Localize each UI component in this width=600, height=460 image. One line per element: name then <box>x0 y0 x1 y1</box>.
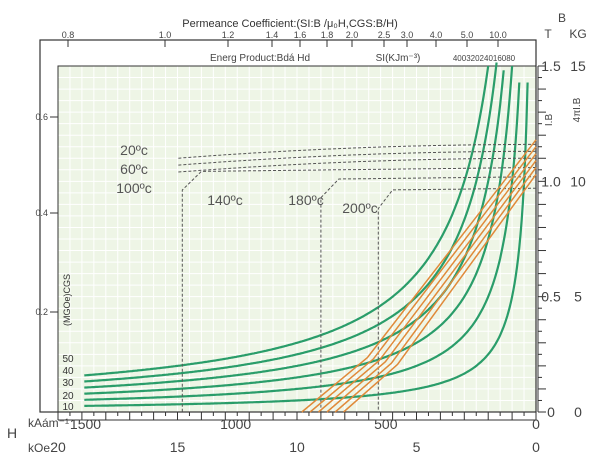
energy-product-curve <box>84 82 521 401</box>
permeance-tick-label: 5.0 <box>461 30 474 40</box>
energy-product-label: 50 <box>62 354 74 365</box>
demagnetization-curve <box>301 139 537 413</box>
left-tick-label: 0.4 <box>35 208 48 218</box>
x-tick-label-koe: 10 <box>289 439 305 455</box>
right-axis-label-1: I.B <box>544 114 555 127</box>
demagnetization-curve <box>318 153 537 413</box>
y-tick-label-tesla: 1.0 <box>541 173 561 189</box>
demagnetization-curve <box>326 160 537 413</box>
x-tick-label-si: 0 <box>532 416 540 432</box>
chart-title: Permeance Coefficient:(SI:B /μ₀H,CGS:B/H… <box>182 18 398 30</box>
permeance-tick-label: 1.0 <box>159 30 172 40</box>
x-tick-label-si: 1500 <box>70 416 101 432</box>
permeance-tick-label: 10.0 <box>489 30 507 40</box>
energy-product-curve <box>84 62 498 383</box>
permeance-tick-label: 2.5 <box>378 30 391 40</box>
corner-label-kg: KG <box>569 27 586 41</box>
grid <box>58 66 536 412</box>
permeance-tick-label: 0.8 <box>62 30 75 40</box>
left-axis-label: (MGOe)CGS <box>62 274 72 326</box>
demagnetization-curve <box>334 167 537 413</box>
y-tick-label-kg: 10 <box>570 173 586 189</box>
corner-label-t: T <box>544 27 552 41</box>
permeance-tick-label: 4.0 <box>430 30 443 40</box>
energy-product-label: 10 <box>62 402 74 413</box>
y-tick-label-kg: 0 <box>574 404 582 420</box>
x-tick-label-koe: 15 <box>170 439 186 455</box>
energy-product-label: 40 <box>62 366 74 377</box>
bottom-unit-si: kAám⁻¹ <box>28 416 69 430</box>
bottom-unit-cgs: kOe <box>28 441 50 455</box>
energy-product-label: 20 <box>62 391 74 402</box>
energy-scale-label: 40032024016080 <box>453 54 516 63</box>
demagnetization-curve <box>309 146 537 413</box>
energy-product-label: 30 <box>62 378 74 389</box>
permeance-tick-label: 1.4 <box>266 30 279 40</box>
bottom-axis-prefix: H <box>7 425 17 441</box>
y-tick-label-kg: 5 <box>574 289 582 305</box>
curves <box>84 62 537 413</box>
permeance-tick-label: 1.8 <box>321 30 334 40</box>
permeance-tick-label: 2.0 <box>346 30 359 40</box>
x-tick-label-koe: 20 <box>50 439 66 455</box>
temperature-label: 140ºc <box>207 192 242 208</box>
permeance-tick-label: 1.6 <box>294 30 307 40</box>
temperature-knee-curve <box>181 167 537 412</box>
demagnetization-curve <box>343 173 537 413</box>
energy-product-curve <box>84 70 505 389</box>
energy-product-curve <box>84 65 514 395</box>
y-tick-label-tesla: 0 <box>547 404 555 420</box>
chart-subtitle: Energ Product:Bdá Hd <box>210 53 310 64</box>
temperature-label: 60ºc <box>120 161 148 177</box>
permeance-tick-label: 1.2 <box>222 30 235 40</box>
temperature-label: 200ºc <box>342 200 377 216</box>
x-tick-label-si: 500 <box>374 416 398 432</box>
y-tick-label-kg: 15 <box>570 58 586 74</box>
right-axis-label-2: 4πI.B <box>572 97 583 122</box>
energy-product-curve <box>84 82 529 407</box>
x-tick-label-koe: 0 <box>532 439 540 455</box>
permeance-tick-label: 3.0 <box>401 30 414 40</box>
y-tick-label-tesla: 0.5 <box>541 289 561 305</box>
temperature-label: 180ºc <box>288 192 323 208</box>
y-tick-label-tesla: 1.5 <box>541 58 561 74</box>
temperature-label: 100ºc <box>116 180 151 196</box>
x-tick-label-si: 1000 <box>220 416 251 432</box>
corner-label-b: B <box>558 11 566 25</box>
energy-product-curve <box>84 65 490 377</box>
left-tick-label: 0.2 <box>35 307 48 317</box>
x-tick-label-koe: 5 <box>413 439 421 455</box>
left-tick-label: 0.6 <box>35 112 48 122</box>
energy-unit-label: SI(KJm⁻³) <box>376 53 421 64</box>
temperature-label: 20ºc <box>120 142 148 158</box>
